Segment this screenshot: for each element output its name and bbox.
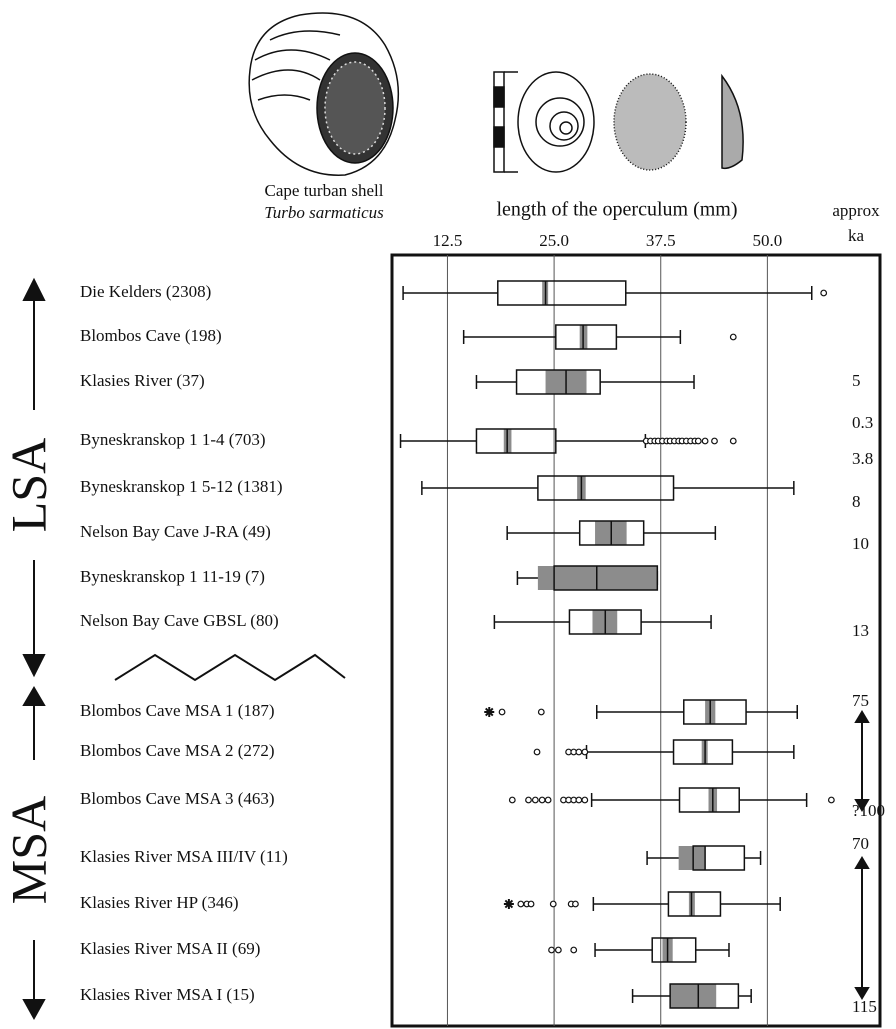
category-label: Klasies River MSA II (69) [80,939,260,958]
caption-species: Turbo sarmaticus [264,203,384,222]
box [555,324,618,350]
box [669,983,740,1009]
outlier [498,708,506,716]
box [692,845,746,871]
outlier [572,900,579,908]
x-tick-label: 50.0 [753,231,783,250]
group-label: MSA [0,796,56,904]
median-ci [537,566,658,590]
outlier [549,900,557,908]
x-tick-label: 12.5 [433,231,463,250]
caption: Cape turban shell [265,181,384,200]
outlier [820,289,828,297]
x-tick-label: 25.0 [539,231,569,250]
outlier [729,333,737,341]
group-arrows [22,277,870,1021]
outlier [827,796,835,804]
outlier [575,796,583,804]
outlier [537,708,545,716]
ka-label: ?100 [852,801,885,820]
box [667,891,722,917]
ka-label: 3.8 [852,449,873,468]
category-label: Blombos Cave (198) [80,326,222,345]
outlier [527,900,535,908]
right-label: ka [848,226,865,245]
group-label: LSA [0,438,56,532]
box [672,739,734,765]
category-label: Byneskranskop 1 11-19 (7) [80,567,265,586]
box [475,428,557,454]
outlier [533,748,541,756]
category-label: Die Kelders (2308) [80,282,211,301]
outlier [517,900,525,908]
plot-frame [390,253,882,1028]
x-axis-label: length of the operculum (mm) [496,199,737,221]
ka-label: 75 [852,691,869,710]
outlier [581,796,589,804]
median-ci [670,984,717,1008]
outlier [581,748,589,756]
category-label: Nelson Bay Cave J-RA (49) [80,522,271,541]
x-tick-label: 37.5 [646,231,676,250]
ka-label: 10 [852,534,869,553]
ka-label: 70 [852,834,869,853]
outlier [694,437,702,445]
box [651,937,697,963]
median-ci [678,846,706,870]
category-label: Klasies River (37) [80,371,205,390]
outlier [548,946,555,954]
box [683,699,747,725]
category-label: Blombos Cave MSA 1 (187) [80,701,275,720]
ka-label: 5 [852,371,861,390]
category-label: Blombos Cave MSA 3 (463) [80,789,275,808]
category-label: Byneskranskop 1 5-12 (1381) [80,477,283,496]
box [553,565,659,591]
outlier [508,796,516,804]
outlier [544,796,552,804]
outlier [525,796,532,804]
outlier [570,946,578,954]
ka-label: 0.3 [852,413,873,432]
category-label: Klasies River MSA III/IV (11) [80,847,288,866]
outlier [538,796,546,804]
category-label: Blombos Cave MSA 2 (272) [80,741,275,760]
shell-illustration [248,12,400,176]
box [515,369,601,395]
extreme [503,899,514,909]
outlier [554,946,562,954]
outlier [575,748,583,756]
category-label: Nelson Bay Cave GBSL (80) [80,611,279,630]
box [537,475,675,501]
outlier [711,437,718,445]
category-label: Byneskranskop 1 1-4 (703) [80,430,266,449]
outlier [729,437,737,445]
right-label: approx [832,201,880,220]
ka-label: 8 [852,492,861,511]
ka-label: 115 [852,997,877,1016]
category-label: Klasies River HP (346) [80,893,239,912]
category-label: Klasies River MSA I (15) [80,985,255,1004]
box [678,787,740,813]
operculum-illustration [493,71,744,173]
outlier [701,437,709,445]
ka-label: 13 [852,621,869,640]
extreme [484,707,495,717]
outlier [531,796,539,804]
box [497,280,627,306]
